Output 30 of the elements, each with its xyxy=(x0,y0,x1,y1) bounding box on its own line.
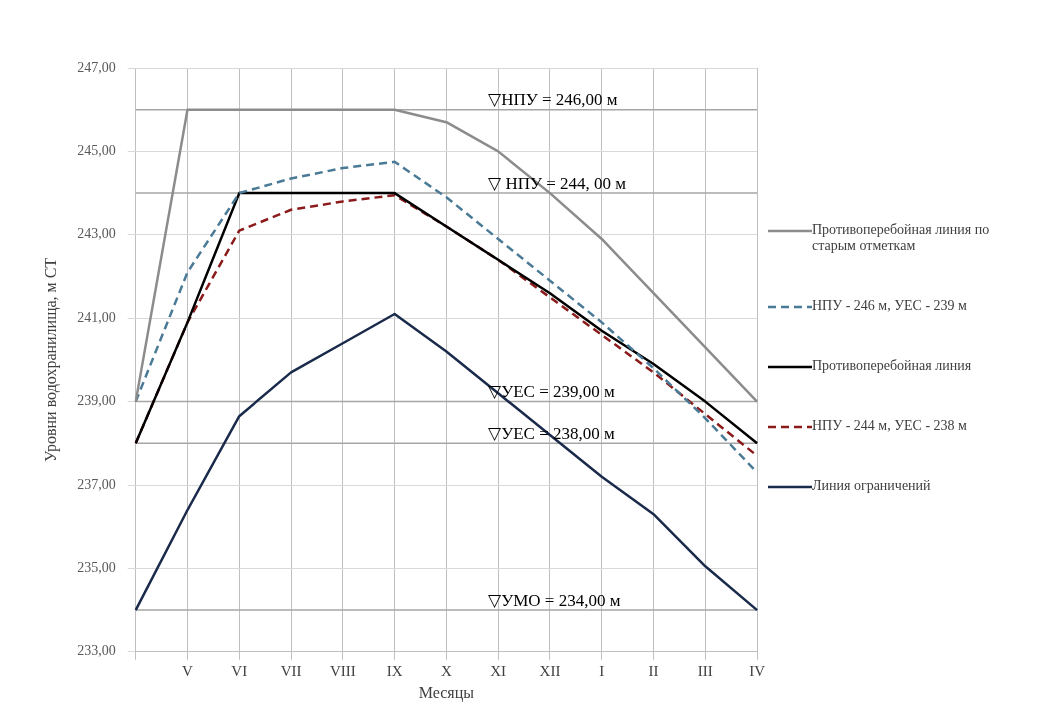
legend-label: Противоперебойная линия xyxy=(812,358,973,374)
x-tick-label: VIII xyxy=(329,662,356,679)
x-tick-label: III xyxy=(697,662,713,679)
ref-line-label: ▽ НПУ = 244, 00 м xyxy=(488,173,627,193)
y-tick-label: 233,00 xyxy=(77,643,116,659)
x-tick-label: I xyxy=(599,662,605,679)
x-tick-label: IV xyxy=(749,662,766,679)
legend-label: НПУ - 246 м, УЕС - 239 м xyxy=(812,298,968,314)
y-tick-label: 245,00 xyxy=(77,143,116,159)
y-tick-label: 247,00 xyxy=(77,59,116,75)
x-tick-label: V xyxy=(182,662,194,679)
y-tick-label: 237,00 xyxy=(77,476,116,492)
x-tick-label: XI xyxy=(490,662,507,679)
y-axis-title: Уровни водохранилища, м СТ xyxy=(41,257,60,462)
ref-line-label: ▽НПУ = 246,00 м xyxy=(488,90,618,110)
x-tick-label: VI xyxy=(231,662,248,679)
y-tick-label: 239,00 xyxy=(77,393,116,409)
x-tick-label: II xyxy=(648,662,659,679)
y-tick-label: 235,00 xyxy=(77,560,116,576)
x-tick-label: XII xyxy=(539,662,561,679)
x-tick-label: IX xyxy=(386,662,403,679)
y-tick-label: 243,00 xyxy=(77,226,116,242)
ref-line-label: ▽УМО = 234,00 м xyxy=(488,590,621,610)
x-tick-label: X xyxy=(440,662,452,679)
y-tick-label: 241,00 xyxy=(77,309,116,325)
x-axis-title: Месяцы xyxy=(418,683,475,702)
legend-label: Линия ограничений xyxy=(812,478,932,494)
x-tick-label: VII xyxy=(280,662,302,679)
legend-label: НПУ - 244 м, УЕС - 238 м xyxy=(812,418,968,434)
legend-label: Противоперебойная линия по старым отметкам xyxy=(812,222,991,254)
